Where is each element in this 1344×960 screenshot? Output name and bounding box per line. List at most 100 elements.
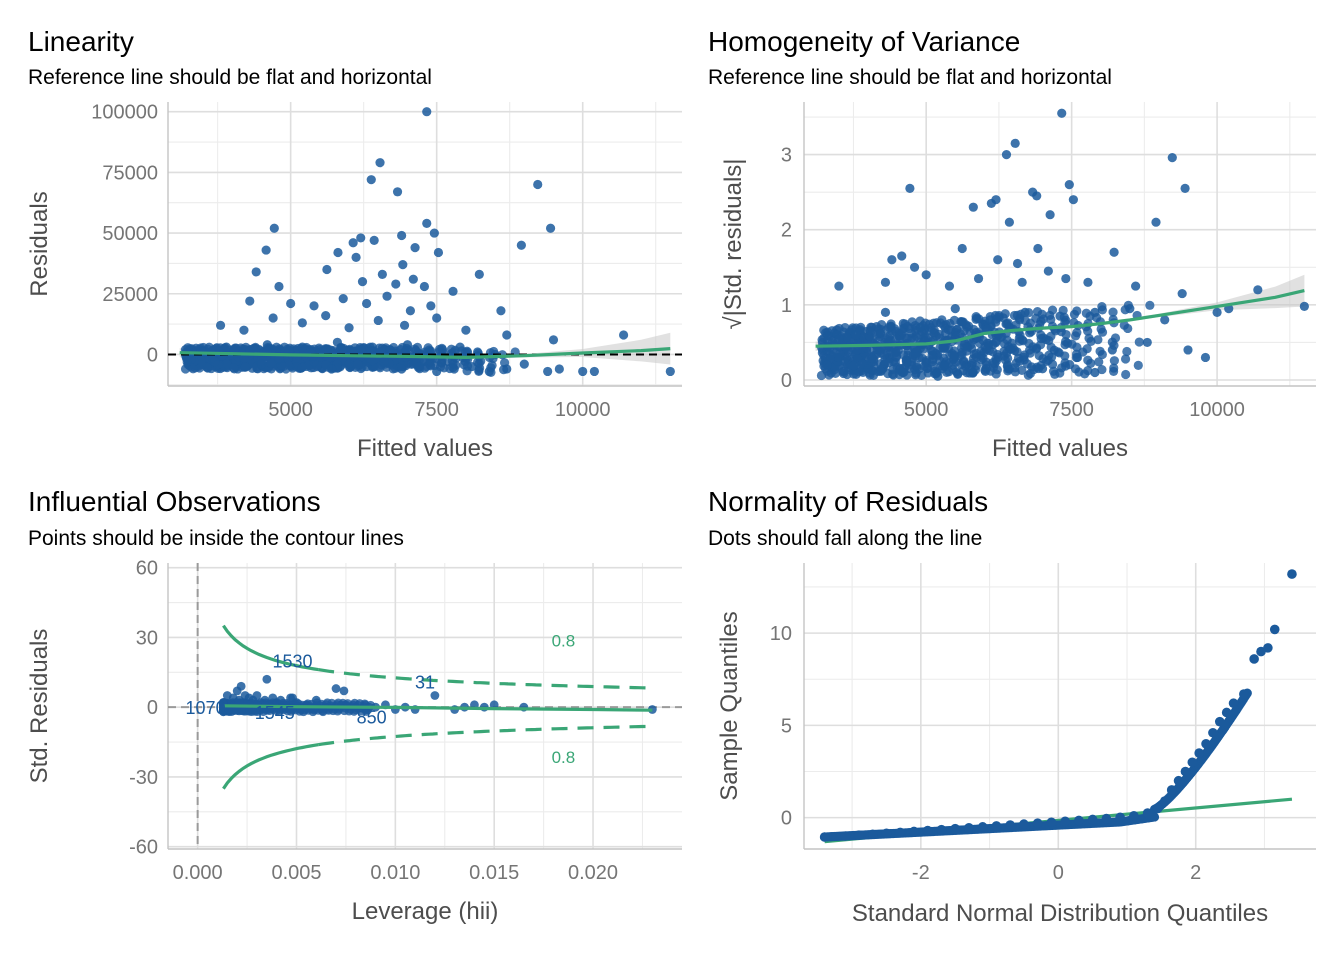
homogeneity-point	[928, 318, 939, 328]
homogeneity-point	[1183, 345, 1193, 355]
homogeneity-point	[1121, 369, 1131, 380]
homogeneity-point	[1046, 342, 1056, 352]
normality-x-tick-label: 0	[1053, 862, 1064, 884]
influential-observation-label: 1530	[273, 652, 313, 672]
linearity-point	[291, 361, 302, 372]
homogeneity-point	[988, 357, 998, 368]
normality-point	[1060, 816, 1070, 827]
normality-marks	[819, 569, 1297, 844]
linearity-point	[408, 274, 418, 284]
influential-x-tick-label: 0.015	[469, 862, 519, 884]
normality-point	[1074, 815, 1084, 826]
linearity-point	[543, 366, 553, 377]
linearity-point	[422, 107, 432, 117]
normality-point	[1228, 698, 1239, 709]
homogeneity-point	[834, 334, 844, 344]
normality-point	[964, 822, 974, 833]
homogeneity-point	[865, 325, 875, 335]
linearity-point	[432, 313, 442, 323]
normality-point	[922, 825, 933, 836]
homogeneity-point	[1002, 348, 1012, 358]
influential-point	[262, 674, 272, 684]
homogeneity-point	[1068, 195, 1078, 205]
influential-y-tick-label: -60	[129, 837, 158, 859]
linearity-panel: Linearity Reference line should be flat …	[26, 26, 682, 462]
linearity-point	[344, 359, 354, 369]
homogeneity-point	[969, 349, 979, 359]
linearity-point	[496, 306, 506, 316]
linearity-point	[251, 267, 261, 277]
homogeneity-point	[933, 371, 943, 381]
linearity-point	[548, 335, 559, 345]
normality-point	[1115, 812, 1125, 823]
linearity-point	[545, 223, 556, 233]
homogeneity-point	[1046, 331, 1056, 341]
normality-point	[1087, 814, 1098, 825]
linearity-point	[196, 356, 206, 366]
normality-point	[1263, 643, 1273, 653]
linearity-title: Linearity	[28, 26, 134, 57]
homogeneity-point	[1012, 258, 1023, 269]
homogeneity-point	[1299, 301, 1309, 311]
normality-point	[1221, 707, 1232, 718]
linearity-point	[245, 344, 255, 355]
influential-y-tick-label: 60	[136, 558, 158, 580]
normality-tick-labels: -2 0 2 0 5 10	[770, 623, 1202, 884]
homogeneity-point	[1109, 356, 1119, 366]
influential-observation-label: 1545	[255, 703, 295, 723]
linearity-point	[369, 235, 379, 245]
homogeneity-point	[898, 327, 908, 337]
normality-point	[1269, 624, 1280, 635]
linearity-point	[399, 320, 410, 330]
linearity-point	[210, 357, 220, 367]
linearity-point	[397, 230, 407, 241]
homogeneity-point	[876, 366, 886, 376]
linearity-point	[286, 298, 296, 309]
homogeneity-point	[888, 364, 898, 374]
influential-tick-labels: 0.000 0.005 0.010 0.015 0.020 -60 -30 0 30 60	[129, 558, 618, 884]
homogeneity-subtitle: Reference line should be flat and horizo…	[708, 66, 1112, 89]
homogeneity-point	[911, 360, 922, 371]
homogeneity-point	[1180, 183, 1190, 194]
linearity-point	[379, 357, 389, 367]
linearity-point	[448, 286, 458, 296]
normality-point	[1208, 727, 1218, 738]
homogeneity-point	[1072, 352, 1083, 363]
homogeneity-point	[880, 277, 891, 287]
homogeneity-point	[968, 202, 978, 212]
linearity-point	[502, 364, 512, 374]
linearity-point	[426, 301, 436, 311]
homogeneity-point	[959, 341, 969, 351]
homogeneity-point	[917, 353, 927, 363]
influential-panel: Influential Observations Points should b…	[26, 486, 682, 925]
linearity-marks	[168, 107, 682, 377]
homogeneity-point	[1093, 335, 1103, 345]
linearity-point	[502, 330, 512, 340]
homogeneity-point	[1094, 357, 1104, 367]
linearity-point	[356, 233, 366, 243]
linearity-point	[333, 247, 343, 258]
homogeneity-point	[921, 270, 931, 280]
influential-grid	[167, 563, 682, 850]
homogeneity-point	[1177, 288, 1187, 299]
normality-point	[1214, 716, 1225, 727]
linearity-x-tick-label: 10000	[555, 399, 611, 421]
influential-point	[350, 698, 360, 708]
influential-marks: 1530 31 1070 1545 850 0.8 0.8	[168, 563, 682, 849]
homogeneity-point	[1109, 363, 1119, 373]
influential-point	[333, 698, 343, 708]
homogeneity-point	[911, 331, 921, 341]
linearity-loess-fit-line	[179, 347, 671, 360]
homogeneity-point	[1096, 324, 1106, 334]
linearity-point	[245, 296, 255, 306]
homogeneity-point	[986, 366, 996, 376]
linearity-point	[422, 218, 432, 228]
linearity-point	[351, 252, 361, 262]
normality-point	[867, 829, 878, 840]
homogeneity-point	[1017, 277, 1027, 287]
homogeneity-point	[873, 336, 883, 346]
influential-y-tick-label: -30	[129, 767, 158, 789]
linearity-point	[373, 315, 383, 326]
linearity-point	[665, 366, 675, 377]
